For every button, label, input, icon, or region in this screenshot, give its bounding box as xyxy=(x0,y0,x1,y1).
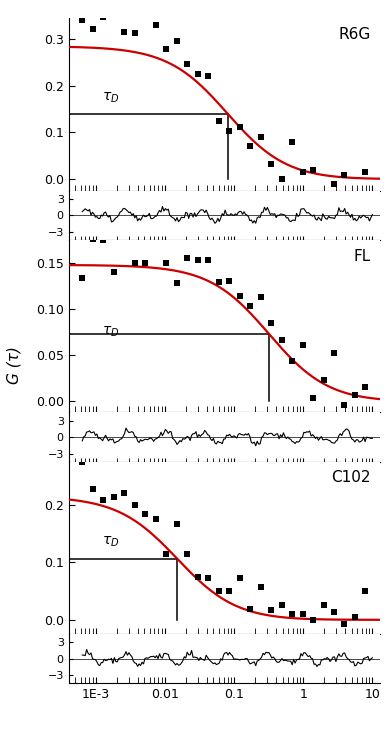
Point xyxy=(194,254,201,265)
Point xyxy=(216,276,222,288)
Point xyxy=(90,233,96,245)
Point xyxy=(247,300,253,312)
Point xyxy=(152,513,159,525)
Point xyxy=(268,317,274,329)
Point xyxy=(299,608,306,620)
Point xyxy=(331,347,337,359)
Point xyxy=(236,121,243,133)
Point xyxy=(258,131,264,143)
Point xyxy=(100,495,106,507)
Text: G (τ): G (τ) xyxy=(6,346,21,385)
Point xyxy=(184,58,190,70)
Text: R6G: R6G xyxy=(339,27,371,42)
Point xyxy=(320,599,327,611)
Point xyxy=(226,586,232,597)
Point xyxy=(174,35,180,47)
Point xyxy=(331,178,337,189)
Point xyxy=(142,509,148,520)
Point xyxy=(174,277,180,289)
Point xyxy=(152,208,159,220)
Point xyxy=(205,254,211,266)
Point xyxy=(289,608,295,620)
Point xyxy=(310,164,316,176)
Point xyxy=(121,26,127,37)
Point xyxy=(341,399,348,411)
Point xyxy=(205,572,211,583)
Point xyxy=(258,582,264,594)
Point xyxy=(79,272,85,284)
Point xyxy=(163,257,169,269)
Point xyxy=(194,69,201,80)
Point xyxy=(163,548,169,560)
Point xyxy=(341,618,348,629)
Point xyxy=(100,234,106,246)
Point xyxy=(132,257,138,269)
Point xyxy=(278,599,285,611)
Text: $\tau$$_D$: $\tau$$_D$ xyxy=(102,325,119,339)
Point xyxy=(258,291,264,303)
Point xyxy=(226,275,232,287)
Point xyxy=(174,518,180,529)
Point xyxy=(111,491,117,503)
Point xyxy=(132,28,138,39)
Point xyxy=(79,456,85,468)
Point xyxy=(216,586,222,597)
Point xyxy=(299,339,306,351)
Point xyxy=(278,334,285,346)
Point xyxy=(320,374,327,386)
Point xyxy=(226,125,232,137)
Point xyxy=(352,389,358,401)
Point xyxy=(331,606,337,618)
Point xyxy=(362,585,368,596)
Text: C102: C102 xyxy=(331,470,371,485)
Point xyxy=(362,167,368,178)
Point xyxy=(111,0,117,10)
Point xyxy=(216,115,222,126)
Point xyxy=(289,136,295,148)
Point xyxy=(152,20,159,31)
Point xyxy=(90,23,96,35)
Point xyxy=(278,173,285,185)
Point xyxy=(205,69,211,81)
Point xyxy=(163,43,169,55)
Point xyxy=(299,166,306,178)
Point xyxy=(184,548,190,560)
Point xyxy=(247,140,253,151)
Point xyxy=(268,159,274,170)
Point xyxy=(362,382,368,393)
Point xyxy=(289,355,295,367)
Point xyxy=(100,11,106,23)
Point xyxy=(268,604,274,616)
Point xyxy=(184,252,190,264)
Point xyxy=(352,189,358,200)
Point xyxy=(320,189,327,201)
Point xyxy=(90,483,96,495)
Text: $\tau$$_D$: $\tau$$_D$ xyxy=(102,535,119,550)
Point xyxy=(247,603,253,615)
Point xyxy=(111,266,117,278)
Point xyxy=(121,487,127,499)
Point xyxy=(310,392,316,404)
Point xyxy=(236,290,243,302)
Point xyxy=(142,257,148,269)
Point xyxy=(132,499,138,511)
Point xyxy=(310,614,316,626)
Point xyxy=(352,611,358,623)
Point xyxy=(121,227,127,239)
Text: FL: FL xyxy=(354,249,371,264)
Point xyxy=(142,4,148,15)
Point xyxy=(341,169,348,181)
Point xyxy=(79,15,85,26)
Point xyxy=(194,571,201,583)
Point xyxy=(236,572,243,584)
Text: $\tau$$_D$: $\tau$$_D$ xyxy=(102,91,119,105)
